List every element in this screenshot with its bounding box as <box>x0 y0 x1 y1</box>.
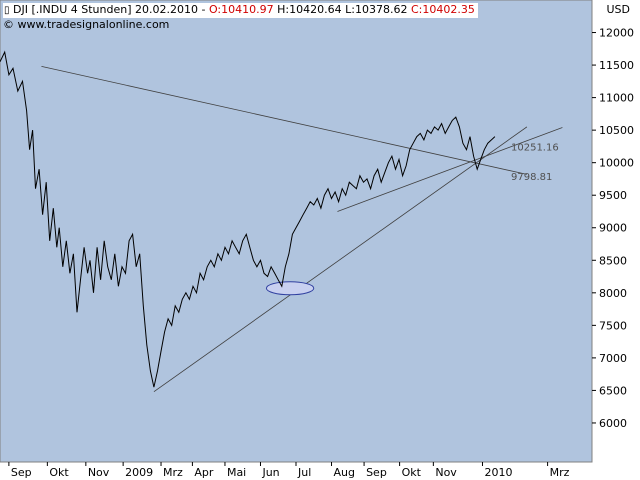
x-tick-label: Apr <box>194 466 214 479</box>
x-tick-label: Nov <box>88 466 110 479</box>
source-url: www.tradesignalonline.com <box>17 18 170 31</box>
trendline <box>41 65 527 175</box>
open-label: O: <box>208 3 222 16</box>
unit-label: USD <box>606 3 630 16</box>
y-tick-label: 7000 <box>599 352 627 365</box>
y-tick-label: 7500 <box>599 319 627 332</box>
price-marker-label: 9798.81 <box>511 172 552 183</box>
y-tick-label: 12000 <box>599 27 634 40</box>
source-credit: © www.tradesignalonline.com <box>3 18 169 32</box>
y-tick-label: 10500 <box>599 124 634 137</box>
y-tick-label: 10000 <box>599 157 634 170</box>
y-tick-label: 8000 <box>599 287 627 300</box>
trendline <box>337 127 563 212</box>
x-tick-label: Mai <box>227 466 246 479</box>
y-tick-label: 9500 <box>599 189 627 202</box>
y-tick-label: 9000 <box>599 222 627 235</box>
x-tick-label: Mrz <box>163 466 183 479</box>
plot-area <box>0 0 593 463</box>
y-tick-label: 11500 <box>599 59 634 72</box>
candlestick-icon: ▯ <box>4 5 10 16</box>
close-value: 10402.35 <box>422 3 475 16</box>
open-value: 10410.97 <box>221 3 274 16</box>
x-tick-label: Sep <box>11 466 32 479</box>
low-label: L: <box>345 3 355 16</box>
x-tick-label: Okt <box>49 466 69 479</box>
x-tick-label: Jul <box>297 466 311 479</box>
high-value: 10420.64 <box>289 3 342 16</box>
x-tick-label: Nov <box>435 466 457 479</box>
x-tick-label: Sep <box>366 466 387 479</box>
y-tick-label: 8500 <box>599 254 627 267</box>
y-tick-label: 6000 <box>599 417 627 430</box>
symbol-label: DJI [.INDU 4 Stunden] <box>13 3 132 16</box>
close-label: C: <box>410 3 423 16</box>
low-value: 10378.62 <box>354 3 408 16</box>
trendline <box>153 126 528 393</box>
x-tick-label: Aug <box>334 466 355 479</box>
x-tick-label: 2010 <box>484 466 512 479</box>
y-tick-label: 6500 <box>599 384 627 397</box>
copyright-symbol: © <box>3 18 14 31</box>
x-tick-label: Okt <box>402 466 422 479</box>
date-label: 20.02.2010 <box>135 3 198 16</box>
y-tick-label: 11000 <box>599 92 634 105</box>
support-highlight-ellipse <box>265 281 315 296</box>
chart-header: ▯ DJI [.INDU 4 Stunden] 20.02.2010 - O:1… <box>3 3 478 18</box>
high-label: H: <box>277 3 290 16</box>
price-marker-label: 10251.16 <box>511 142 559 153</box>
x-tick-label: 2009 <box>125 466 153 479</box>
x-tick-label: Mrz <box>550 466 570 479</box>
price-series-line <box>0 50 496 388</box>
x-tick-label: Jun <box>261 466 279 479</box>
